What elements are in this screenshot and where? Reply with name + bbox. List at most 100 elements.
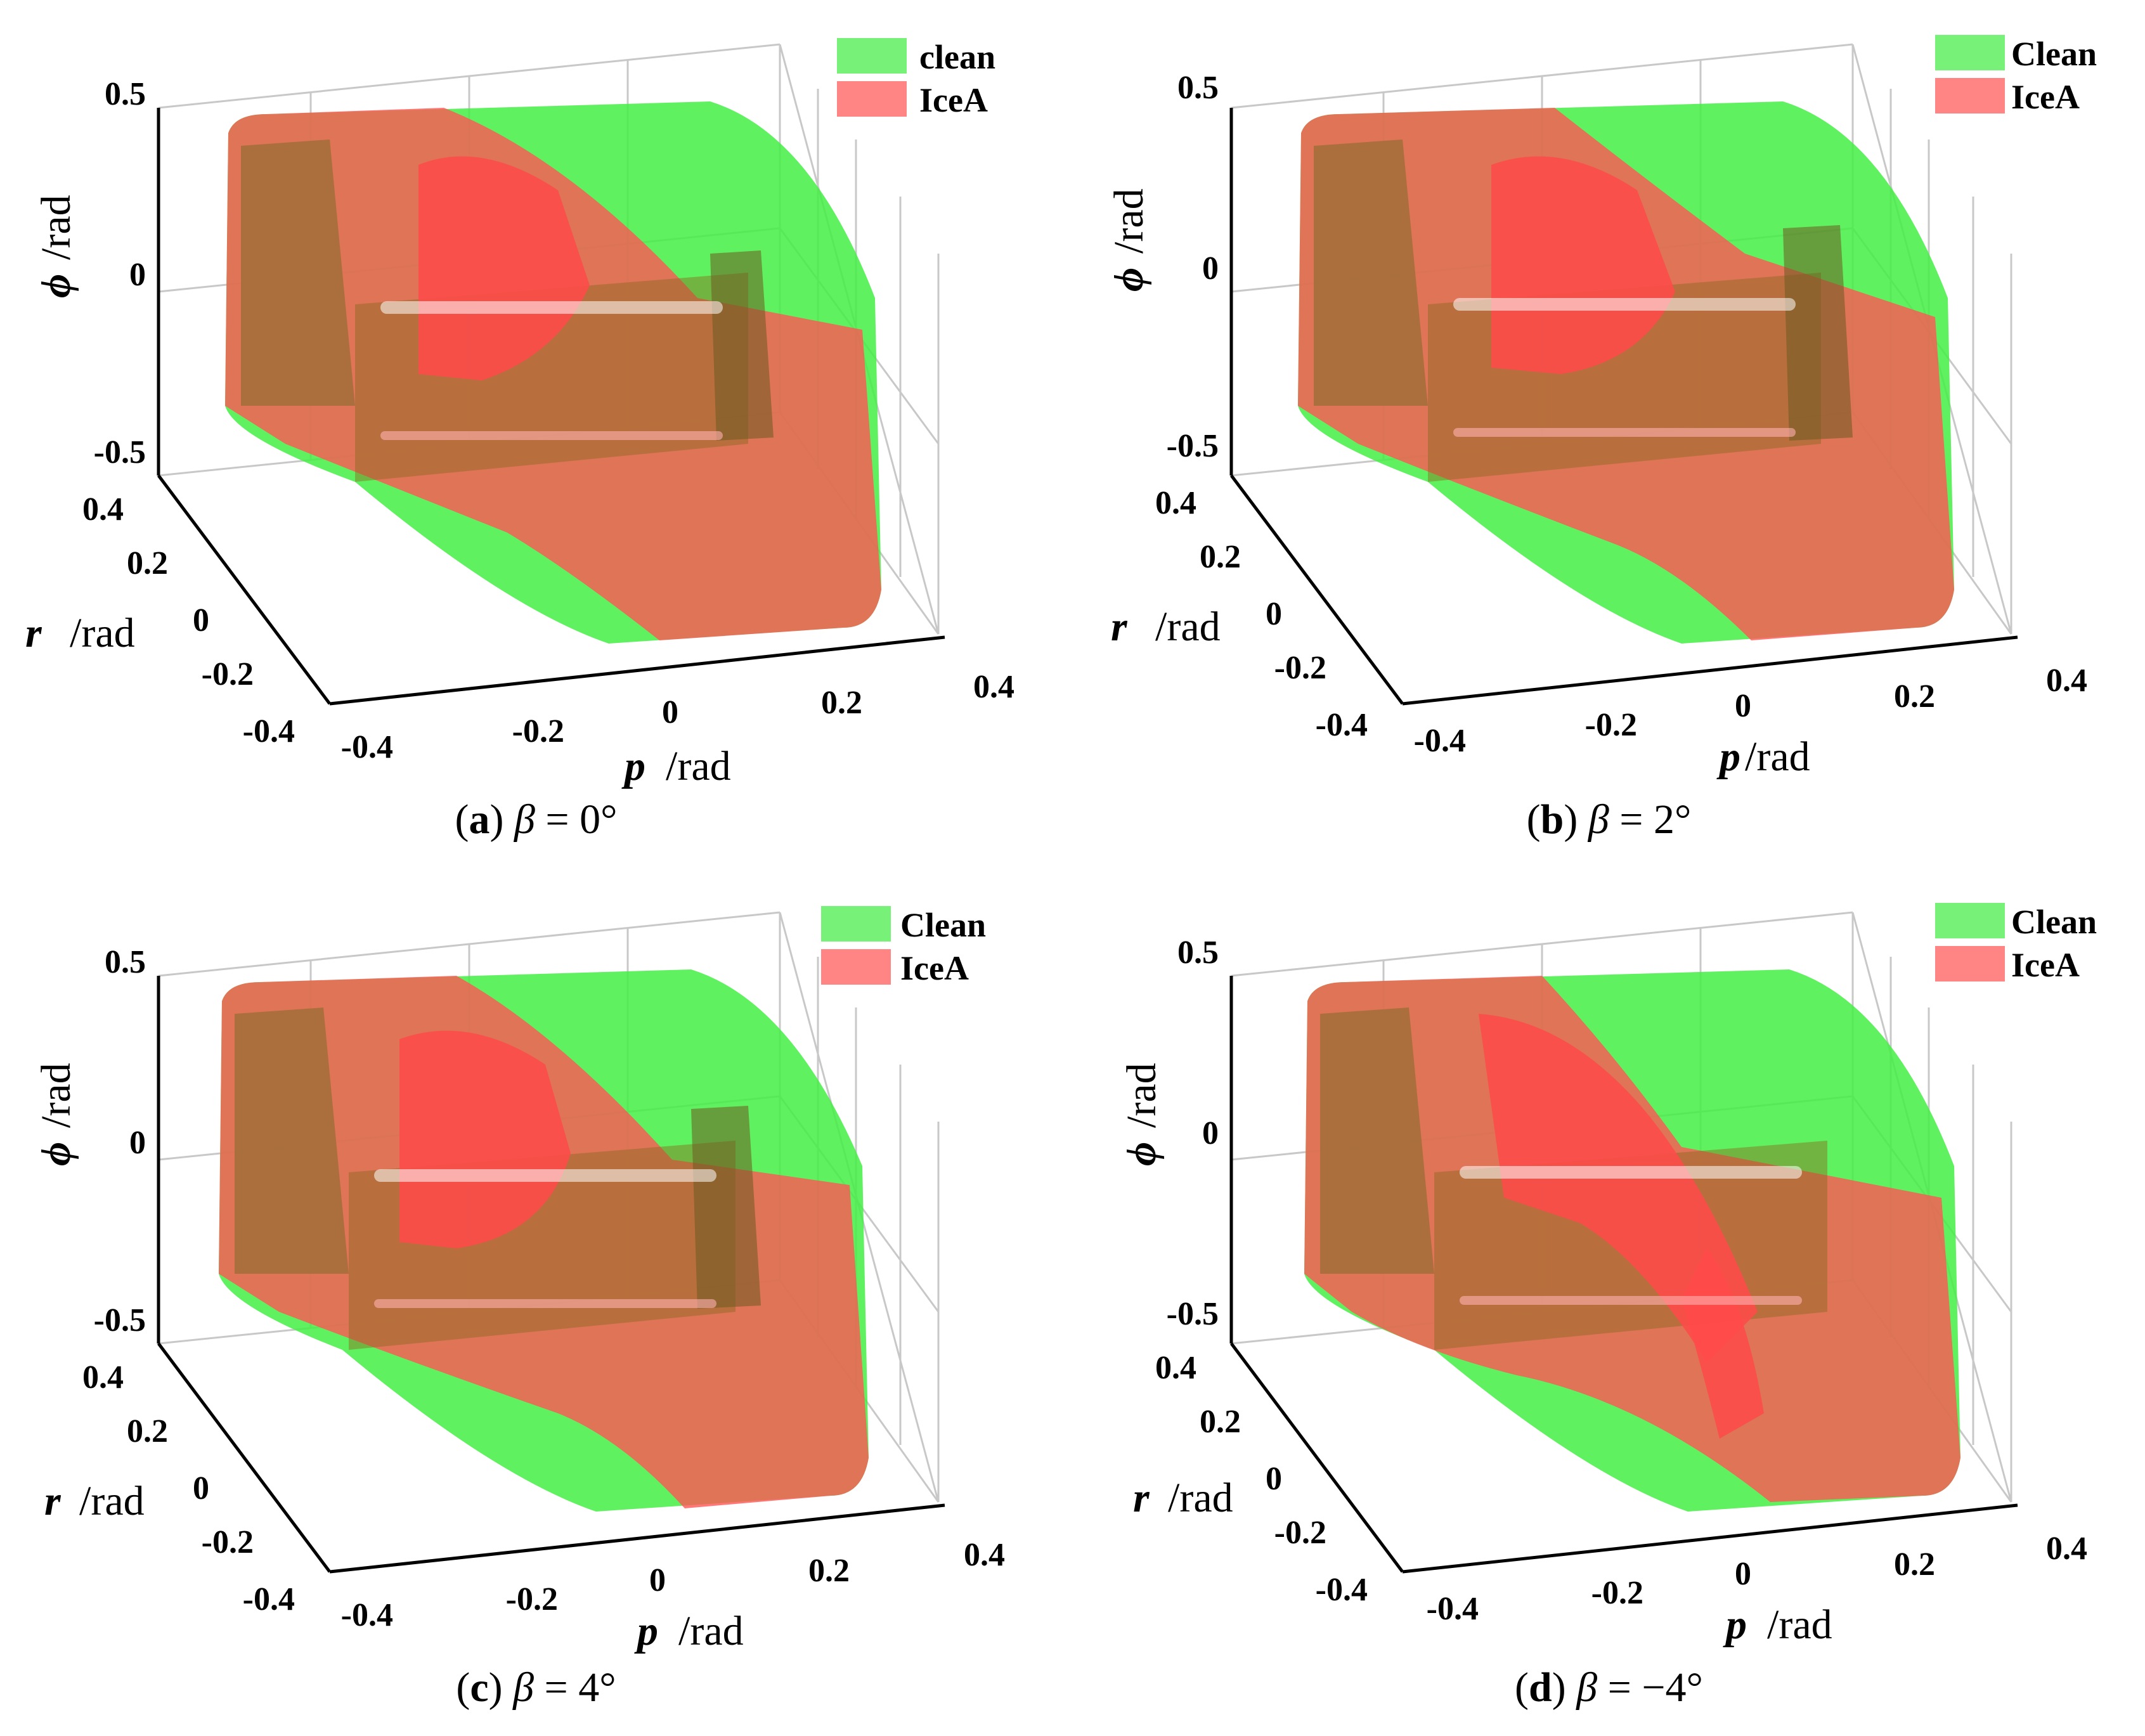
x-axis-var: p [1716,734,1740,780]
caption-eq: = [535,796,580,843]
legend-swatch-clean [821,906,891,942]
x-tick-label: 0.4 [964,1537,1005,1573]
y-tick-label: -0.4 [243,1581,295,1617]
x-tick-label: 0 [662,694,678,730]
plot-d: Clean IceA 0.5 0 -0.5 ϕ /rad 0.4 0.2 0 -… [1118,903,2097,1648]
x-axis-unit: /rad [1767,1602,1832,1648]
x-axis-label: p /rad [1723,1602,1832,1648]
y-tick-label: 0.4 [1155,485,1196,521]
surface-icea [225,108,881,640]
z-ticks: 0.5 0 -0.5 [94,76,146,470]
x-tick-label: -0.2 [506,1581,558,1617]
caption-letter: d [1529,1664,1552,1711]
legend-label-clean: Clean [900,906,986,944]
z-tick-label: -0.5 [94,1302,146,1338]
x-axis-label: p /rad [1716,734,1810,780]
z-axis-unit: /rad [33,195,79,260]
axes [157,976,945,1574]
x-tick-label: -0.4 [341,1597,393,1633]
plot-b: Clean IceA 0.5 0 -0.5 ϕ /rad 0.4 0.2 0 -… [1106,35,2097,780]
caption-eq: = [534,1664,579,1711]
legend-swatch-clean [837,38,907,74]
y-tick-label: 0.2 [127,1413,168,1449]
y-ticks: 0.4 0.2 0 -0.2 -0.4 [82,1359,295,1617]
axes [1229,976,2018,1574]
legend-label-clean: Clean [2011,903,2097,941]
z-tick-label: -0.5 [1167,428,1219,464]
z-ticks: 0.5 0 -0.5 [1167,70,1219,464]
y-axis-label: r /rad [1133,1475,1233,1521]
x-tick-label: 0.2 [808,1553,850,1589]
x-tick-label: -0.4 [1414,723,1466,759]
z-tick-label: -0.5 [1167,1296,1219,1332]
y-tick-label: 0.2 [1200,539,1241,575]
axes [1229,108,2018,706]
z-axis-label: ϕ /rad [33,1063,79,1166]
caption-eq: = [1609,796,1654,843]
z-tick-label: -0.5 [94,434,146,470]
y-tick-label: 0 [1266,1461,1282,1497]
z-axis-label: ϕ /rad [1106,188,1152,292]
y-axis-unit: /rad [1155,604,1221,650]
x-tick-label: -0.2 [1591,1575,1643,1611]
x-ticks: -0.4 -0.2 0 0.2 0.4 [341,669,1014,765]
legend: Clean IceA [1935,903,2097,984]
legend-swatch-icea [821,949,891,985]
x-axis-unit: /rad [666,743,731,789]
legend-label-icea: IceA [2011,78,2080,116]
caption-b: (b) β = 2° [1526,796,1692,843]
z-ticks: 0.5 0 -0.5 [94,944,146,1338]
y-tick-label: 0 [193,602,209,638]
legend-swatch-icea [837,81,907,117]
legend-label-clean: clean [919,38,995,76]
surface-icea [1304,976,1960,1502]
z-axis-var: ϕ [33,1142,79,1166]
z-tick-label: 0.5 [105,944,146,980]
y-tick-label: 0.4 [1155,1350,1196,1386]
x-axis-unit: /rad [1745,734,1810,780]
z-axis-label: ϕ /rad [33,195,79,298]
x-tick-label: 0.2 [1894,1546,1935,1583]
y-tick-label: 0 [1266,596,1282,632]
y-axis-label: r /rad [25,610,135,656]
x-tick-label: -0.4 [1427,1591,1479,1627]
y-axis-unit: /rad [70,610,135,656]
z-tick-label: 0 [1202,250,1219,287]
caption-letter: b [1540,796,1564,843]
y-axis-var: r [44,1478,62,1524]
x-tick-label: -0.2 [512,713,564,749]
panel-d: Clean IceA 0.5 0 -0.5 ϕ /rad 0.4 0.2 0 -… [1073,868,2145,1736]
y-tick-label: -0.2 [202,656,254,692]
z-axis-var: ϕ [1118,1142,1165,1166]
z-tick-label: 0.5 [1177,70,1219,106]
y-axis-unit: /rad [79,1478,145,1524]
surface-icea [219,976,869,1508]
y-tick-label: -0.4 [243,713,295,749]
x-ticks: -0.4 -0.2 0 0.2 0.4 [341,1537,1005,1633]
x-tick-label: 0 [1735,1556,1751,1592]
z-tick-label: 0 [1202,1115,1219,1151]
caption-symbol: β [1588,796,1609,843]
panel-b: Clean IceA 0.5 0 -0.5 ϕ /rad 0.4 0.2 0 -… [1073,0,2145,868]
axes [157,108,945,706]
z-axis-unit: /rad [33,1063,79,1128]
x-axis-var: p [1723,1602,1747,1648]
x-tick-label: 0 [649,1562,666,1598]
z-axis-unit: /rad [1106,188,1152,254]
caption-value: 2° [1653,796,1692,843]
z-tick-label: 0.5 [1177,935,1219,971]
plot-a: clean IceA 0.5 0 -0.5 ϕ /rad 0.4 0.2 0 -… [25,38,1014,789]
x-axis-unit: /rad [678,1608,744,1654]
legend-swatch-clean [1935,35,2005,70]
z-ticks: 0.5 0 -0.5 [1167,935,1219,1332]
x-axis-var: p [621,743,645,789]
caption-letter: c [470,1664,489,1711]
x-ticks: -0.4 -0.2 0 0.2 0.4 [1414,663,2087,759]
z-tick-label: 0 [129,257,146,293]
x-ticks: -0.4 -0.2 0 0.2 0.4 [1427,1531,2087,1627]
z-tick-label: 0 [129,1125,146,1161]
y-tick-label: 0 [193,1470,209,1506]
legend-label-clean: Clean [2011,35,2097,73]
y-tick-label: -0.2 [1274,650,1326,686]
y-tick-label: -0.4 [1316,1572,1368,1608]
